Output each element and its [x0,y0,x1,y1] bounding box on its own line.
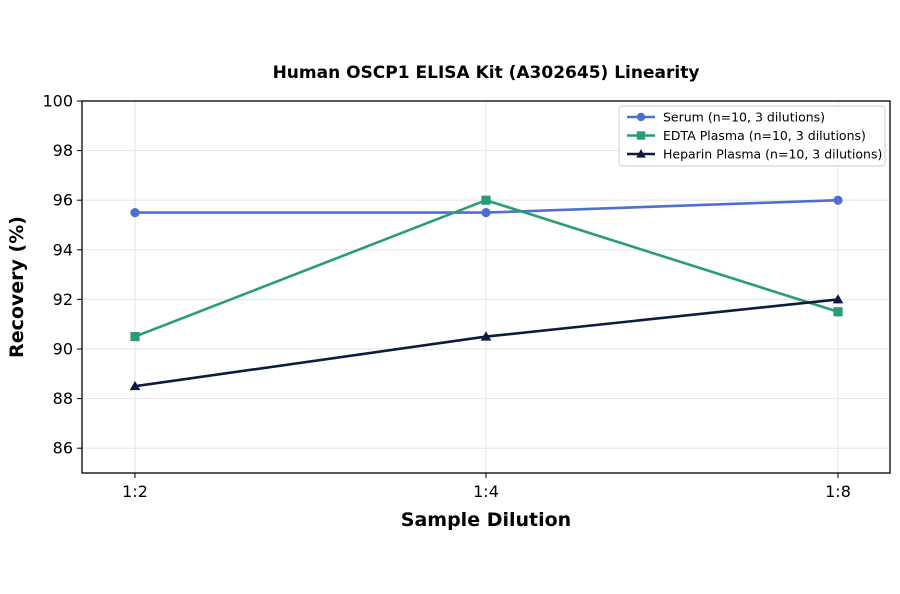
legend-swatch-marker [636,149,646,158]
data-point-2 [833,307,843,317]
y-axis-label: Recovery (%) [6,216,28,358]
y-tick-label: 86 [53,439,73,458]
legend-box [618,105,886,167]
y-tick-label: 94 [53,240,73,259]
legend-swatch-marker [636,131,646,140]
x-tick-label: 1:2 [122,482,148,501]
y-tick-label: 96 [53,191,73,210]
data-point-3 [129,380,141,391]
legend-label: Serum (n=10, 3 dilutions) [663,110,825,125]
y-tick-label: 100 [42,92,73,111]
y-tick-label: 92 [53,290,73,309]
legend: Serum (n=10, 3 dilutions) EDTA Plasma (n=… [618,105,886,167]
data-point-1 [833,195,843,205]
y-tick-label: 88 [53,389,73,408]
data-point-1 [481,208,491,218]
x-tick-label: 1:8 [825,482,851,501]
data-point-2 [130,332,140,342]
legend-swatch-marker [636,112,646,122]
x-axis-label: Sample Dilution [401,509,571,531]
legend-label: EDTA Plasma (n=10, 3 dilutions) [663,128,866,143]
tick-layer: 86 88 90 92 94 96 98 100 1:2 1:4 1:8 [42,92,850,502]
data-point-3 [480,331,492,341]
data-point-3 [832,294,844,304]
data-point-1 [130,208,140,218]
series-layer [129,195,844,391]
y-tick-label: 90 [53,340,73,359]
chart-title: Human OSCP1 ELISA Kit (A302645) Linearit… [273,63,700,83]
legend-label: Heparin Plasma (n=10, 3 dilutions) [663,147,882,162]
data-point-2 [481,195,491,205]
y-tick-label: 98 [53,141,73,160]
x-tick-label: 1:4 [473,482,499,501]
